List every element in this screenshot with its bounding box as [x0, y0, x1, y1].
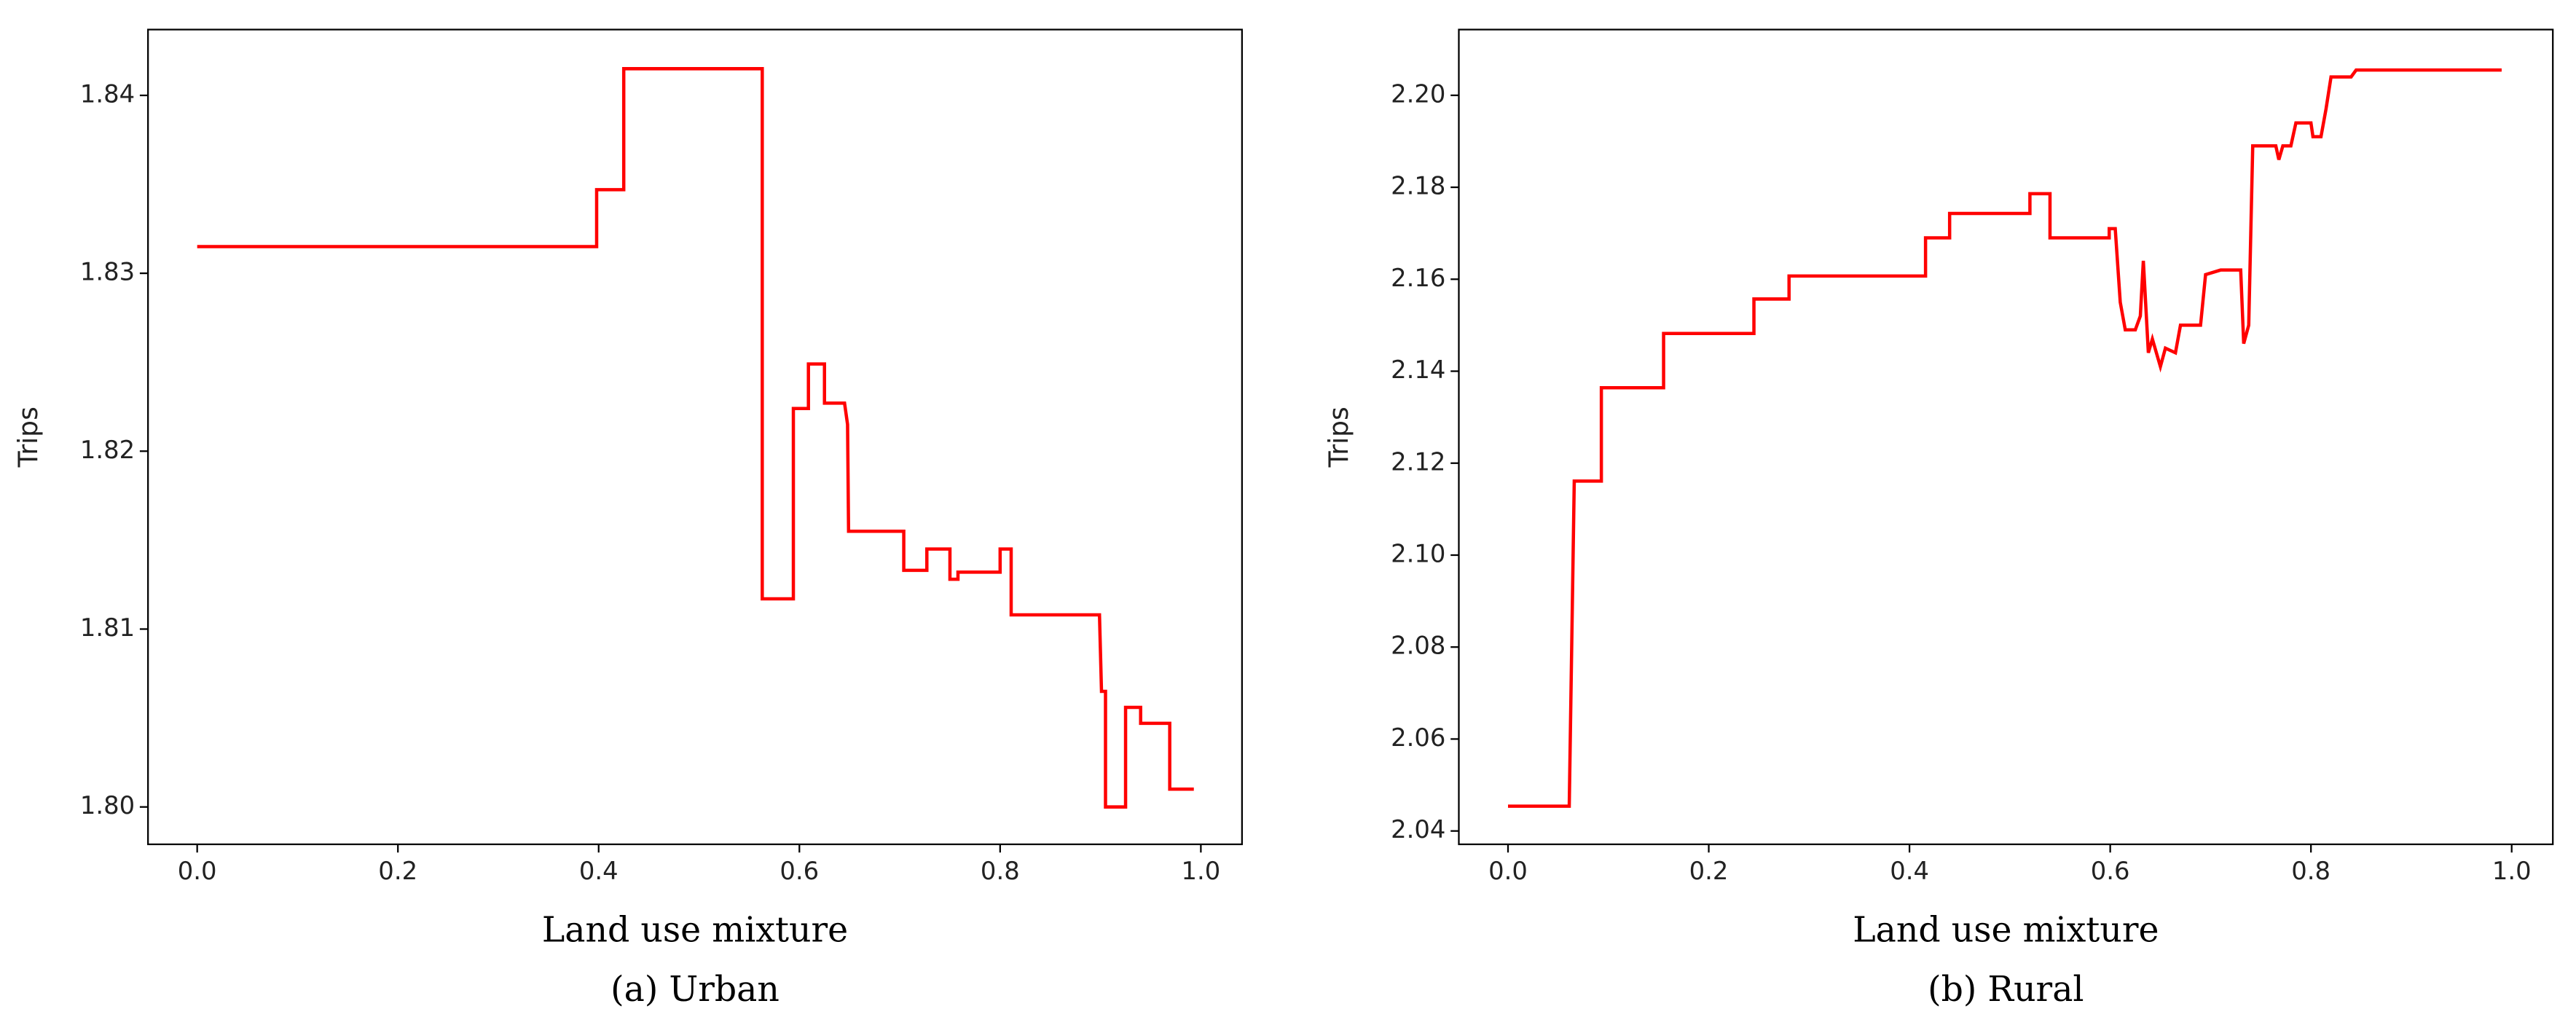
x-tick-label: 0.2: [378, 857, 417, 885]
y-tick-label: 2.20: [1391, 79, 1445, 108]
y-tick-label: 2.10: [1391, 539, 1445, 568]
x-axis-label: Land use mixture: [542, 911, 848, 951]
y-tick-label: 1.83: [80, 258, 135, 286]
y-tick-label: 2.16: [1391, 264, 1445, 292]
y-tick-label: 1.82: [80, 436, 135, 464]
x-tick-label: 1.0: [1181, 857, 1220, 885]
y-tick-label: 1.84: [80, 79, 135, 108]
y-tick-label: 1.80: [80, 791, 135, 820]
x-tick-label: 0.2: [1689, 857, 1729, 885]
y-tick-label: 2.12: [1391, 447, 1445, 476]
y-tick-label: 2.14: [1391, 356, 1445, 384]
y-axis-label: Trips: [1324, 407, 1354, 468]
x-tick-label: 0.8: [981, 857, 1020, 885]
data-line: [1508, 68, 2502, 808]
data-line: [197, 67, 1194, 809]
caption: (a) Urban: [610, 970, 780, 1010]
y-axis-label: Trips: [13, 407, 44, 468]
x-tick-label: 0.6: [2091, 857, 2130, 885]
axes-frame: [147, 28, 1243, 846]
x-tick-label: 0.6: [780, 857, 819, 885]
y-tick-label: 2.06: [1391, 723, 1445, 752]
x-tick-label: 0.0: [1488, 857, 1528, 885]
x-axis-label: Land use mixture: [1853, 911, 2159, 951]
x-tick-label: 1.0: [2492, 857, 2532, 885]
axes-frame: [1458, 28, 2554, 846]
x-tick-label: 0.4: [1890, 857, 1929, 885]
caption: (b) Rural: [1928, 970, 2084, 1010]
x-tick-label: 0.0: [178, 857, 217, 885]
x-tick-label: 0.8: [2291, 857, 2330, 885]
x-tick-label: 0.4: [579, 857, 619, 885]
y-tick-label: 2.04: [1391, 815, 1445, 844]
y-tick-label: 1.81: [80, 613, 135, 642]
y-tick-label: 2.18: [1391, 172, 1445, 200]
y-tick-label: 2.08: [1391, 632, 1445, 660]
